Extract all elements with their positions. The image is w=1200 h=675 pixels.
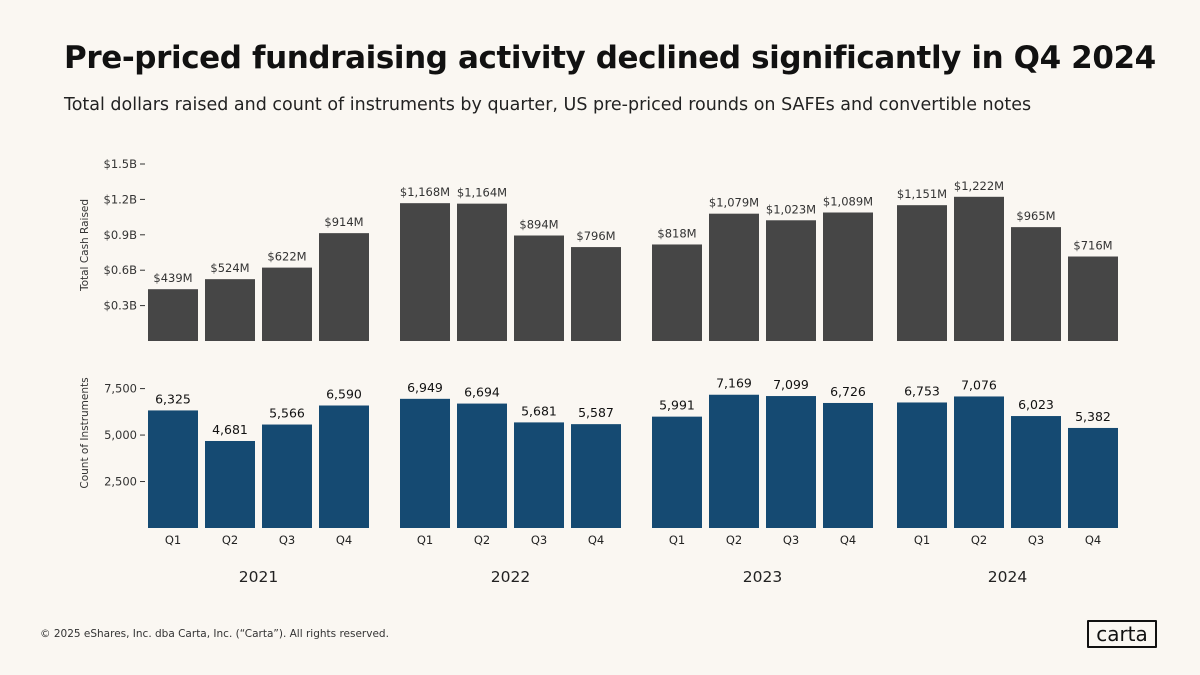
y-tick-label: $1.2B bbox=[104, 192, 138, 206]
x-tick-label: Q3 bbox=[279, 533, 295, 547]
bar-2024-Q4 bbox=[1068, 427, 1118, 528]
data-label: $524M bbox=[210, 261, 249, 275]
bar-2022-Q1 bbox=[400, 398, 450, 528]
bar-2022-Q2 bbox=[457, 203, 507, 341]
bar-2024-Q2 bbox=[954, 396, 1004, 528]
data-label: 6,726 bbox=[830, 384, 866, 399]
bar-2023-Q4 bbox=[823, 402, 873, 528]
data-label: 7,099 bbox=[773, 377, 809, 392]
data-label: $439M bbox=[153, 271, 192, 285]
x-tick-label: Q4 bbox=[588, 533, 604, 547]
bar-2024-Q3 bbox=[1011, 416, 1061, 528]
data-label: $914M bbox=[324, 215, 363, 229]
y-tick-label: $0.3B bbox=[104, 299, 138, 313]
bar-2022-Q4 bbox=[571, 424, 621, 528]
x-tick-label: Q2 bbox=[222, 533, 238, 547]
data-label: $1,023M bbox=[766, 202, 816, 216]
data-label: 6,325 bbox=[155, 391, 191, 406]
data-label: 6,023 bbox=[1018, 397, 1054, 412]
bar-2023-Q2 bbox=[709, 213, 759, 341]
data-label: 6,590 bbox=[326, 387, 362, 402]
x-tick-label: Q2 bbox=[474, 533, 490, 547]
chart-subtitle: Total dollars raised and count of instru… bbox=[64, 95, 1032, 115]
x-tick-label: Q2 bbox=[971, 533, 987, 547]
bar-2023-Q3 bbox=[766, 396, 816, 528]
bar-2021-Q1 bbox=[148, 410, 198, 528]
bar-2024-Q1 bbox=[897, 205, 947, 341]
bar-2021-Q3 bbox=[262, 424, 312, 528]
data-label: 5,566 bbox=[269, 406, 305, 421]
carta-logo: carta bbox=[1087, 620, 1157, 648]
data-label: 7,169 bbox=[716, 376, 752, 391]
bar-2024-Q3 bbox=[1011, 227, 1061, 341]
data-label: $818M bbox=[657, 226, 696, 240]
bar-2023-Q4 bbox=[823, 212, 873, 341]
y-tick-label: $1.5B bbox=[104, 157, 138, 171]
x-tick-label: Q3 bbox=[1028, 533, 1044, 547]
x-tick-label: Q1 bbox=[669, 533, 685, 547]
y-tick-label: $0.6B bbox=[104, 263, 138, 277]
data-label: 5,681 bbox=[521, 403, 557, 418]
data-label: $1,222M bbox=[954, 179, 1004, 193]
year-group-label: 2023 bbox=[743, 568, 782, 586]
bar-2023-Q1 bbox=[652, 416, 702, 528]
data-label: $1,164M bbox=[457, 186, 507, 200]
bar-2022-Q4 bbox=[571, 247, 621, 341]
x-tick-label: Q4 bbox=[1085, 533, 1101, 547]
data-label: $622M bbox=[267, 250, 306, 264]
bar-2023-Q3 bbox=[766, 220, 816, 341]
x-tick-label: Q3 bbox=[783, 533, 799, 547]
bar-2023-Q2 bbox=[709, 394, 759, 528]
y-tick-label: $0.9B bbox=[104, 228, 138, 242]
data-label: $1,079M bbox=[709, 196, 759, 210]
x-tick-label: Q1 bbox=[914, 533, 930, 547]
data-label: $1,168M bbox=[400, 185, 450, 199]
y-axis-label: Total Cash Raised bbox=[79, 199, 91, 292]
bar-2021-Q4 bbox=[319, 405, 369, 528]
year-group-label: 2022 bbox=[491, 568, 530, 586]
data-label: 6,694 bbox=[464, 385, 500, 400]
bar-2024-Q1 bbox=[897, 402, 947, 528]
year-group-label: 2024 bbox=[988, 568, 1027, 586]
data-label: 5,382 bbox=[1075, 409, 1111, 424]
copyright-footer: © 2025 eShares, Inc. dba Carta, Inc. (“C… bbox=[40, 628, 389, 640]
x-tick-label: Q4 bbox=[336, 533, 352, 547]
bar-2023-Q1 bbox=[652, 244, 702, 341]
bar-2021-Q3 bbox=[262, 267, 312, 341]
y-tick-label: 5,000 bbox=[104, 428, 137, 442]
bar-2021-Q2 bbox=[205, 279, 255, 341]
data-label: 5,587 bbox=[578, 405, 614, 420]
x-tick-label: Q3 bbox=[531, 533, 547, 547]
x-tick-label: Q1 bbox=[165, 533, 181, 547]
x-tick-label: Q4 bbox=[840, 533, 856, 547]
y-axis-label: Count of Instruments bbox=[79, 377, 91, 488]
bar-2022-Q1 bbox=[400, 203, 450, 341]
data-label: $965M bbox=[1016, 209, 1055, 223]
bar-2021-Q1 bbox=[148, 289, 198, 341]
x-tick-label: Q1 bbox=[417, 533, 433, 547]
y-tick-label: 2,500 bbox=[104, 475, 137, 489]
data-label: 6,753 bbox=[904, 383, 940, 398]
year-group-label: 2021 bbox=[239, 568, 278, 586]
data-label: $894M bbox=[519, 218, 558, 232]
data-label: $716M bbox=[1073, 239, 1112, 253]
data-label: 5,991 bbox=[659, 398, 695, 413]
chart-title: Pre-priced fundraising activity declined… bbox=[64, 40, 1156, 76]
bar-2022-Q3 bbox=[514, 422, 564, 528]
bar-2022-Q2 bbox=[457, 403, 507, 528]
x-tick-label: Q2 bbox=[726, 533, 742, 547]
y-tick-label: 7,500 bbox=[104, 382, 137, 396]
bar-2022-Q3 bbox=[514, 235, 564, 341]
bar-2021-Q4 bbox=[319, 233, 369, 341]
data-label: 6,949 bbox=[407, 380, 443, 395]
bar-2024-Q2 bbox=[954, 196, 1004, 341]
data-label: $1,089M bbox=[823, 194, 873, 208]
data-label: $1,151M bbox=[897, 187, 947, 201]
data-label: 7,076 bbox=[961, 377, 997, 392]
data-label: $796M bbox=[576, 229, 615, 243]
bar-2024-Q4 bbox=[1068, 256, 1118, 341]
bar-2021-Q2 bbox=[205, 440, 255, 528]
data-label: 4,681 bbox=[212, 422, 248, 437]
